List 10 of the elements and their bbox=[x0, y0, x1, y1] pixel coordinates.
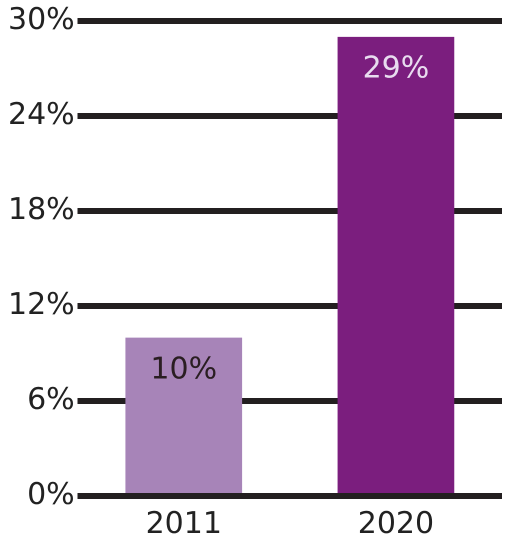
y-tick-label: 30% bbox=[8, 2, 75, 37]
y-tick-label: 0% bbox=[27, 476, 75, 512]
y-tick-label: 24% bbox=[8, 96, 75, 132]
x-tick-label: 2011 bbox=[146, 506, 222, 541]
data-label: 10% bbox=[150, 351, 218, 386]
y-tick-label: 12% bbox=[8, 286, 75, 322]
y-tick-label: 18% bbox=[8, 192, 75, 227]
data-label: 29% bbox=[362, 50, 430, 86]
x-tick-label: 2020 bbox=[358, 506, 434, 541]
y-tick-label: 6% bbox=[27, 382, 75, 417]
